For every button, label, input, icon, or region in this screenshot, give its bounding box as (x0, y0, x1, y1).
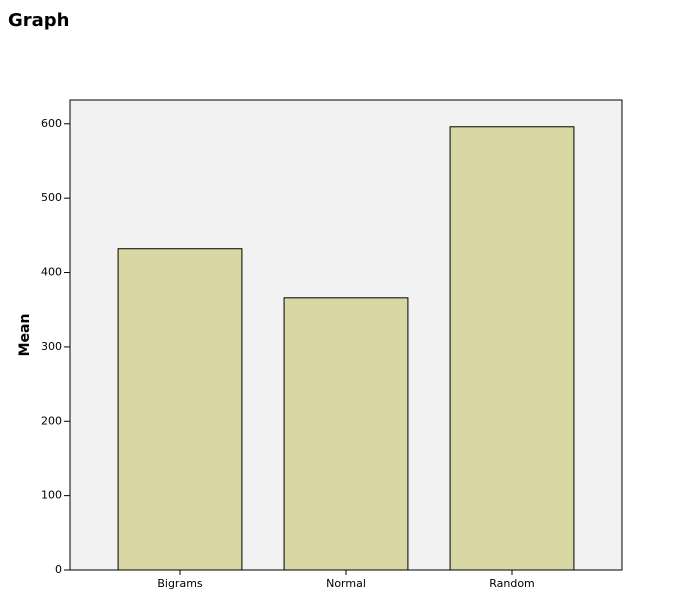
y-tick-label: 300 (41, 340, 62, 353)
y-tick-label: 0 (55, 563, 62, 576)
chart-title: Graph (8, 10, 70, 31)
x-tick-label: Random (489, 577, 535, 590)
y-tick-label: 200 (41, 414, 62, 427)
bar (449, 126, 575, 571)
x-tick-label: Bigrams (157, 577, 203, 590)
y-tick-label: 500 (41, 191, 62, 204)
bar (117, 248, 243, 571)
y-tick-label: 400 (41, 266, 62, 279)
y-tick-label: 600 (41, 117, 62, 130)
y-axis-label: Mean (17, 314, 33, 357)
x-tick-label: Normal (326, 577, 366, 590)
y-tick-label: 100 (41, 489, 62, 502)
bar (283, 297, 409, 571)
